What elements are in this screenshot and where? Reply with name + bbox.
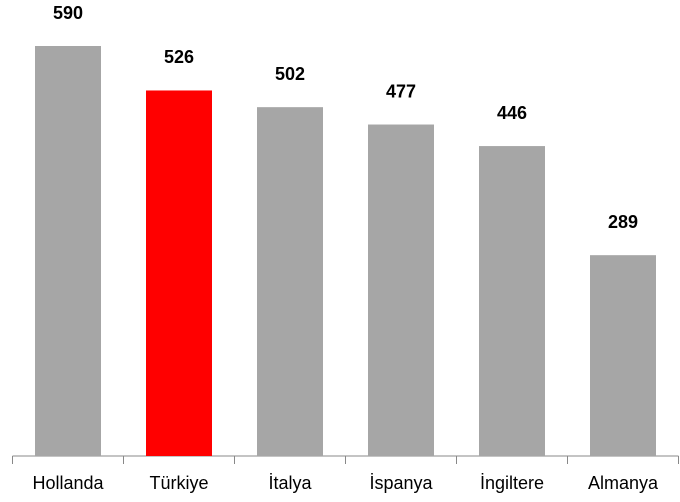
x-tick-label: Hollanda bbox=[32, 473, 104, 493]
x-tick-label: İtalya bbox=[268, 473, 312, 493]
bar bbox=[479, 146, 545, 456]
bar bbox=[590, 255, 656, 456]
value-label: 289 bbox=[608, 212, 638, 232]
value-label: 477 bbox=[386, 81, 416, 101]
bar bbox=[146, 90, 212, 456]
x-tick-label: Türkiye bbox=[149, 473, 208, 493]
x-tick-label: Almanya bbox=[588, 473, 659, 493]
x-tick-label: İngiltere bbox=[480, 473, 544, 493]
value-label: 502 bbox=[275, 64, 305, 84]
value-label: 446 bbox=[497, 103, 527, 123]
bar bbox=[257, 107, 323, 457]
bar bbox=[368, 124, 434, 456]
bar bbox=[35, 46, 101, 456]
value-label: 526 bbox=[164, 47, 194, 67]
value-label: 590 bbox=[53, 3, 83, 23]
x-tick-label: İspanya bbox=[369, 473, 433, 493]
